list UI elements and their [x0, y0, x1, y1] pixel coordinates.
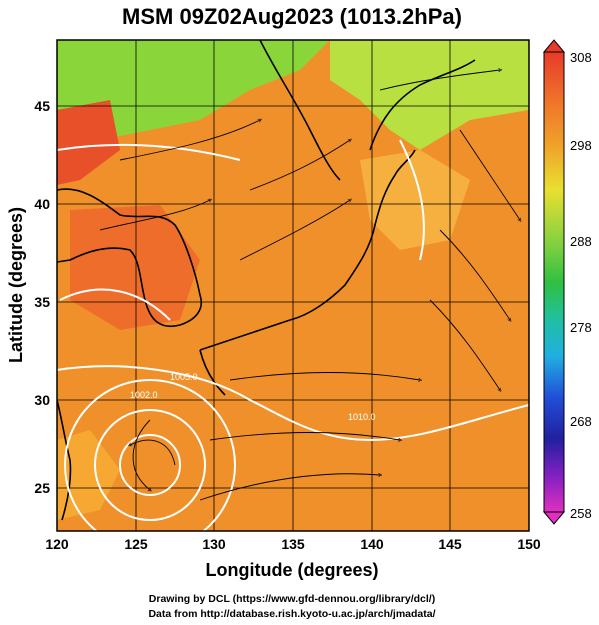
- colorbar-tick-label: 298: [570, 138, 592, 153]
- coast-kyushu: [199, 349, 226, 396]
- coast-japan-honshu: [199, 149, 416, 351]
- plot-frame: [56, 39, 530, 532]
- credit-data: Data from http://database.rish.kyoto-u.a…: [148, 608, 435, 620]
- y-tick-label: 45: [34, 98, 50, 114]
- contour-label-1005: 1005.0: [170, 372, 198, 382]
- warm-region-east: [360, 150, 470, 250]
- coast-hokkaido: [369, 59, 476, 151]
- x-tick-label: 130: [202, 536, 226, 552]
- y-tick-label: 35: [34, 294, 50, 310]
- x-axis: 120 125 130 135 140 145 150: [45, 536, 541, 552]
- colorbar-top-arrow: [542, 39, 566, 53]
- colorbar-tick-label: 258: [570, 506, 592, 521]
- coast-sakhalin: [259, 40, 341, 181]
- coast-taiwan: [57, 399, 72, 521]
- cool-region-north: [57, 40, 330, 150]
- warm-region-korea: [70, 205, 200, 330]
- plot-area: 1005.0 1002.0 1010.0: [57, 40, 529, 531]
- colorbar-scale: [543, 51, 565, 513]
- y-tick-label: 40: [34, 196, 50, 212]
- x-tick-label: 135: [281, 536, 305, 552]
- grid: [57, 40, 529, 531]
- colorbar-tick-label: 288: [570, 234, 592, 249]
- y-tick-label: 30: [34, 392, 50, 408]
- colorbar-tick-label: 268: [570, 414, 592, 429]
- x-axis-label: Longitude (degrees): [205, 560, 378, 580]
- x-tick-label: 125: [124, 536, 148, 552]
- colorbar: 308 298 288 278 268 258: [542, 39, 592, 525]
- typhoon-region: [57, 430, 120, 520]
- colorbar-tick-label: 278: [570, 320, 592, 335]
- colorbar-tick-label: 308: [570, 50, 592, 65]
- y-tick-label: 25: [34, 480, 50, 496]
- x-tick-label: 145: [438, 536, 462, 552]
- coast-korea-china: [57, 188, 202, 327]
- x-tick-label: 120: [45, 536, 69, 552]
- pressure-contours: [57, 139, 529, 531]
- colorbar-bottom-arrow: [542, 511, 566, 525]
- x-tick-label: 140: [360, 536, 384, 552]
- credit-drawing: Drawing by DCL (https://www.gfd-dennou.o…: [149, 593, 435, 605]
- y-axis: 25 30 35 40 45: [34, 98, 50, 496]
- chart-title: MSM 09Z02Aug2023 (1013.2hPa): [122, 4, 462, 29]
- x-tick-label: 150: [517, 536, 541, 552]
- wind-streamlines: [99, 70, 520, 501]
- hot-region-northwest: [57, 100, 120, 185]
- coastlines: [57, 40, 476, 521]
- cool-region-northeast: [330, 40, 529, 150]
- y-axis-label: Latitude (degrees): [6, 207, 26, 363]
- contour-label-1010: 1010.0: [348, 412, 376, 422]
- contour-label-1002: 1002.0: [130, 390, 158, 400]
